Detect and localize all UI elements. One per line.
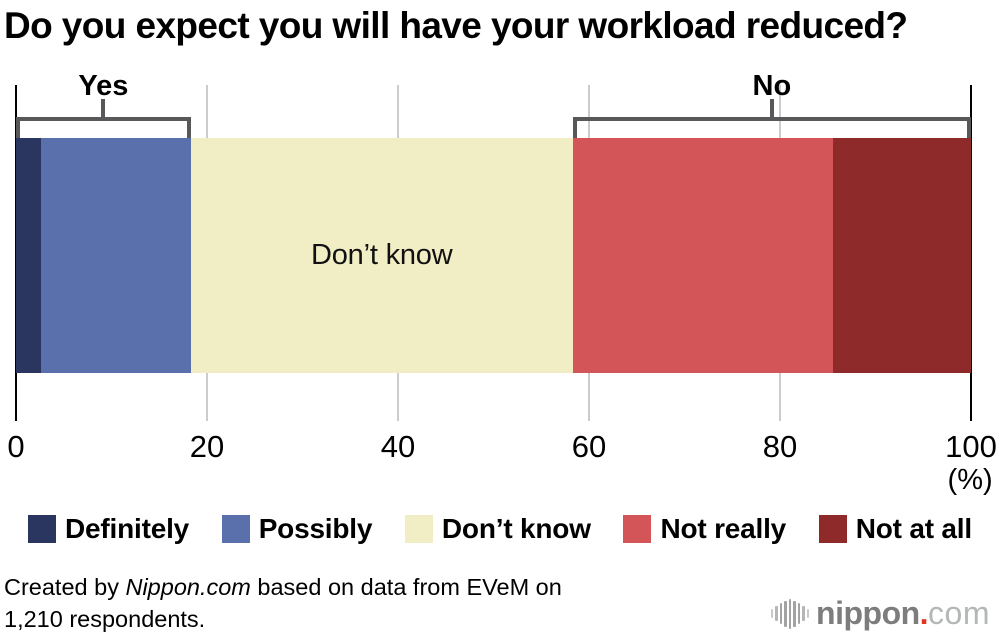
- legend-label: Don’t know: [441, 513, 591, 544]
- bar-segment-possibly: [40, 138, 191, 373]
- stacked-bar: Don’t know: [16, 138, 971, 373]
- percent-axis-unit-label: (%): [947, 464, 993, 496]
- legend: Definitely Possibly Don’t know Not really No…: [28, 513, 972, 545]
- plot-area: (%) 0 20 40 60 80 100 Don’t know Yes No: [7, 70, 996, 496]
- legend-item-possibly: Possibly: [221, 513, 373, 545]
- legend-item-not-at-all: Not at all: [818, 513, 972, 545]
- soundwave-icon: [770, 598, 810, 630]
- legend-swatch: [818, 515, 847, 543]
- axis-tick-label: 20: [189, 429, 225, 464]
- credit-source: Nippon.com: [125, 574, 251, 600]
- credit-line2: 1,210 respondents.: [4, 606, 206, 632]
- bracket-no: No: [572, 70, 971, 138]
- legend-item-not-really: Not really: [623, 513, 786, 545]
- axis-tick-label: 40: [380, 429, 416, 464]
- bracket-stem: [769, 99, 774, 117]
- credit-text: Created by Nippon.com based on data from…: [4, 571, 562, 635]
- credit-suffix: based on data from EVeM on: [250, 574, 562, 600]
- bracket-label-no: No: [752, 70, 792, 102]
- nippon-logo-text: nippon.com: [816, 595, 990, 632]
- legend-item-don-t-know: Don’t know: [404, 513, 591, 545]
- legend-item-definitely: Definitely: [28, 513, 189, 545]
- axis-tick-label: 100: [945, 429, 997, 464]
- axis-tick-label: 80: [762, 429, 798, 464]
- legend-swatch: [221, 515, 250, 543]
- bracket-label-yes: Yes: [78, 70, 129, 102]
- chart-title: Do you expect you will have your workloa…: [4, 5, 908, 46]
- legend-swatch: [28, 515, 56, 543]
- axis-tick-label: 0: [7, 429, 25, 464]
- logo-tld: com: [928, 595, 990, 631]
- legend-label: Possibly: [258, 513, 373, 544]
- bracket-stem: [101, 99, 106, 117]
- logo-dot: .: [919, 595, 929, 631]
- legend-swatch: [623, 515, 652, 543]
- logo-name: nippon: [816, 595, 920, 631]
- nippon-logo: nippon.com: [770, 595, 990, 632]
- legend-label: Definitely: [65, 513, 190, 544]
- bar-segment-definitely: [16, 138, 41, 373]
- credit-prefix: Created by: [4, 574, 126, 600]
- legend-label: Not at all: [855, 513, 972, 544]
- axis-tick-label: 60: [571, 429, 607, 464]
- axis-line: [970, 85, 972, 421]
- legend-label: Not really: [660, 513, 787, 544]
- bracket-yes: Yes: [16, 70, 191, 138]
- bar-segment-not-really: [572, 138, 833, 373]
- legend-swatch: [404, 515, 433, 543]
- bar-inline-label: Don’t know: [311, 239, 453, 271]
- bar-segment-don-t-know: Don’t know: [190, 138, 573, 373]
- bar-segment-not-at-all: [832, 138, 971, 373]
